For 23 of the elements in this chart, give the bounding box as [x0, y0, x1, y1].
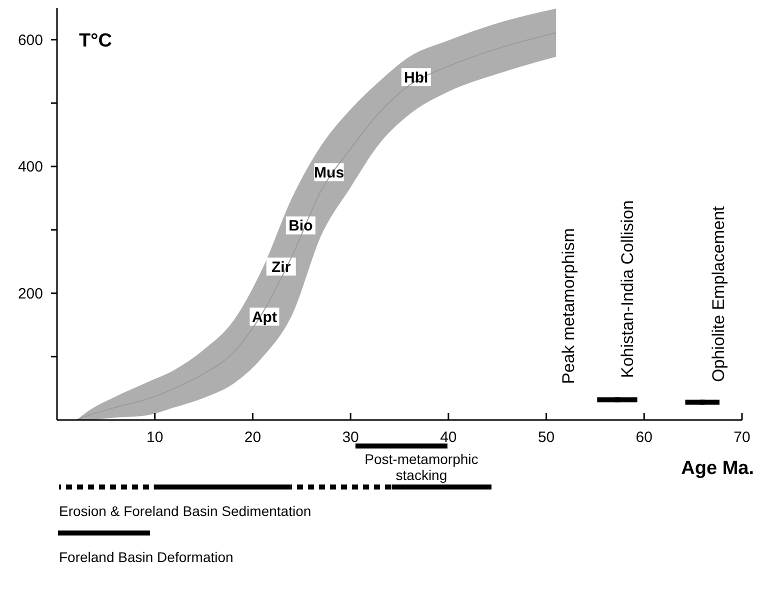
x-tick-label: 60 — [636, 429, 652, 446]
x-tick-label: 10 — [146, 429, 164, 446]
x-tick-label: 20 — [244, 429, 262, 446]
annotation: Bio — [288, 218, 313, 235]
y-tick-label: 400 — [18, 158, 43, 176]
annotation: Mus — [314, 164, 344, 182]
annotation: Apt — [252, 308, 277, 326]
x-tick-label: 50 — [538, 429, 555, 446]
annotation: Ophiolite Emplacement — [709, 206, 728, 382]
y-tick-label: 600 — [18, 32, 43, 49]
y-axis-title: T°C — [79, 30, 112, 52]
annotation: Hbl — [404, 69, 428, 86]
annotation: Kohistan-India Collision — [618, 200, 637, 378]
x-tick-label: 70 — [734, 429, 750, 446]
y-tick-label: Foreland Basin Deformation — [59, 549, 234, 565]
annotation: Zir — [272, 258, 291, 276]
x-axis-title: Age Ma. — [681, 458, 754, 479]
y-tick-label: Post-metamorphic stacking — [364, 451, 478, 484]
annotation: Peak metamorphism — [559, 228, 578, 384]
x-tick-label: 40 — [440, 429, 457, 446]
y-tick-label: 200 — [18, 285, 43, 302]
x-tick-label: 30 — [342, 429, 359, 446]
y-tick-label: Erosion & Foreland Basin Sedimentation — [59, 503, 312, 519]
